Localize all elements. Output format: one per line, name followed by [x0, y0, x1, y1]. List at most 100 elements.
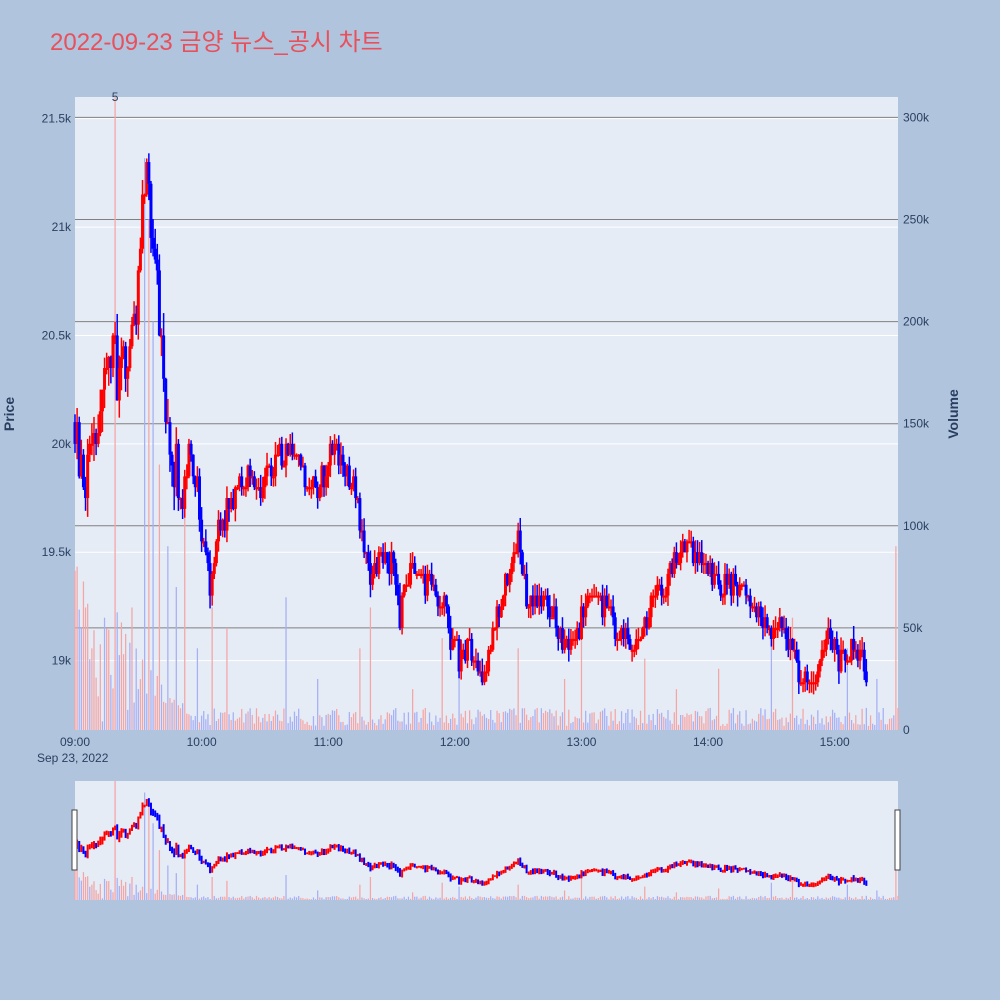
slider-volume-bar — [378, 897, 380, 900]
slider-volume-bar — [76, 869, 78, 900]
volume-bar — [129, 642, 131, 730]
volume-bar — [291, 721, 293, 730]
volume-bar — [519, 722, 521, 730]
candle-body — [674, 552, 678, 564]
slider-volume-bar — [618, 898, 621, 900]
candle-body — [776, 628, 780, 631]
volume-bar — [346, 724, 348, 730]
slider-volume-bar — [867, 899, 870, 900]
candle-body — [641, 628, 645, 639]
volume-bar — [122, 654, 125, 730]
candle-body — [162, 335, 166, 379]
slider-volume-bar — [563, 890, 566, 900]
slider-volume-bar — [549, 896, 551, 900]
slider-volume-bar — [874, 899, 876, 900]
volume-bar — [688, 715, 690, 730]
volume-bar — [730, 713, 732, 730]
slider-volume-bar — [386, 896, 388, 900]
volume-bar — [534, 709, 536, 730]
candle-body — [750, 606, 754, 609]
candle-body — [658, 584, 662, 587]
volume-bar — [162, 701, 165, 730]
slider-volume-bar — [663, 897, 665, 900]
volume-bar — [152, 321, 154, 730]
volume-bar — [610, 711, 612, 730]
volume-bar — [578, 718, 580, 730]
volume-bar — [551, 713, 553, 730]
slider-volume-bar — [222, 896, 224, 900]
candle-body — [512, 552, 516, 564]
candle-body — [582, 606, 586, 618]
volume-bar — [352, 713, 355, 730]
volume-bar — [895, 546, 897, 730]
slider-volume-bar — [523, 895, 526, 900]
candle-body — [314, 476, 318, 488]
volume-bar — [295, 716, 298, 730]
slider-volume-bar — [308, 899, 310, 900]
candle-body — [394, 563, 398, 585]
candle-body — [122, 346, 126, 358]
slider-volume-bar — [281, 898, 283, 900]
volume-bar — [536, 707, 538, 730]
candle-body — [605, 595, 609, 607]
candle-body — [438, 606, 442, 609]
volume-bar — [764, 709, 766, 730]
candle-body — [195, 476, 199, 488]
candle-body — [371, 573, 375, 585]
volume-bar — [342, 721, 344, 730]
candle-body — [805, 671, 809, 683]
volume-bar — [160, 684, 163, 730]
candle-body — [485, 671, 488, 674]
volume-bar — [283, 708, 285, 730]
slider-volume-bar — [344, 899, 346, 900]
candle-body — [793, 649, 797, 652]
candle-body — [755, 606, 759, 618]
volume-bar — [471, 719, 473, 730]
volume-bar — [403, 712, 405, 730]
slider-volume-bar — [717, 888, 720, 900]
slider-volume-bar — [517, 884, 519, 900]
volume-bar — [279, 720, 281, 730]
volume-bar — [525, 714, 528, 730]
candle-body — [185, 476, 189, 479]
candle-body — [160, 335, 164, 338]
slider-volume-bar — [804, 898, 806, 900]
slider-volume-bar — [597, 898, 599, 900]
range-slider-right-handle[interactable] — [894, 809, 901, 871]
slider-volume-bar — [779, 897, 781, 900]
candle-body — [107, 357, 111, 368]
volume-bar — [101, 721, 104, 730]
range-slider-left-handle[interactable] — [71, 809, 78, 871]
candle-body — [280, 443, 284, 466]
volume-bar — [293, 711, 296, 730]
volume-bar — [821, 718, 823, 730]
candle-body — [132, 313, 136, 325]
slider-volume-bar — [709, 895, 711, 900]
candle-body — [852, 638, 856, 650]
volume-bar — [456, 724, 458, 730]
volume-bar — [547, 712, 549, 730]
slider-volume-bar — [770, 882, 773, 900]
candle-body — [632, 649, 636, 652]
volume-bar — [238, 717, 241, 730]
candle-body — [480, 671, 484, 683]
candle-body — [328, 443, 332, 466]
slider-volume-bar — [865, 895, 867, 900]
slider-volume-bar — [701, 897, 703, 900]
slider-volume-bar — [312, 897, 315, 900]
slider-volume-bar — [878, 896, 880, 900]
volume-bar — [876, 678, 878, 730]
slider-volume-bar — [262, 897, 264, 900]
candle-body — [170, 454, 174, 466]
volume-bar — [395, 708, 397, 730]
slider-volume-bar — [454, 897, 456, 900]
candle-body — [103, 367, 107, 390]
candle-body — [419, 573, 423, 576]
slider-volume-bar — [426, 898, 429, 900]
candle-body — [693, 552, 697, 564]
volume-bar — [412, 689, 414, 730]
candle-body — [856, 649, 860, 661]
slider-volume-bar — [861, 896, 863, 900]
volume-bar — [466, 723, 469, 730]
slider-volume-bar — [743, 899, 745, 900]
